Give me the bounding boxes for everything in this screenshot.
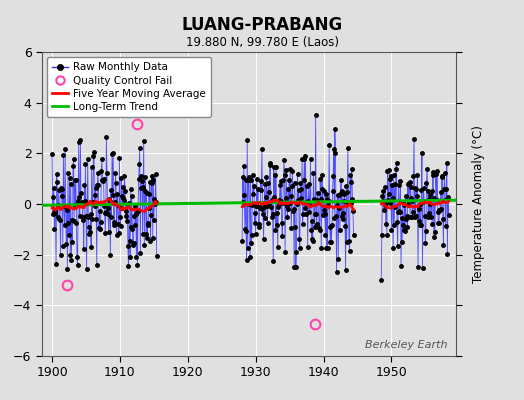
Text: 19.880 N, 99.780 E (Laos): 19.880 N, 99.780 E (Laos) — [185, 36, 339, 49]
Text: LUANG-PRABANG: LUANG-PRABANG — [181, 16, 343, 34]
Text: Berkeley Earth: Berkeley Earth — [365, 340, 447, 350]
Y-axis label: Temperature Anomaly (°C): Temperature Anomaly (°C) — [472, 125, 485, 283]
Legend: Raw Monthly Data, Quality Control Fail, Five Year Moving Average, Long-Term Tren: Raw Monthly Data, Quality Control Fail, … — [47, 57, 211, 117]
